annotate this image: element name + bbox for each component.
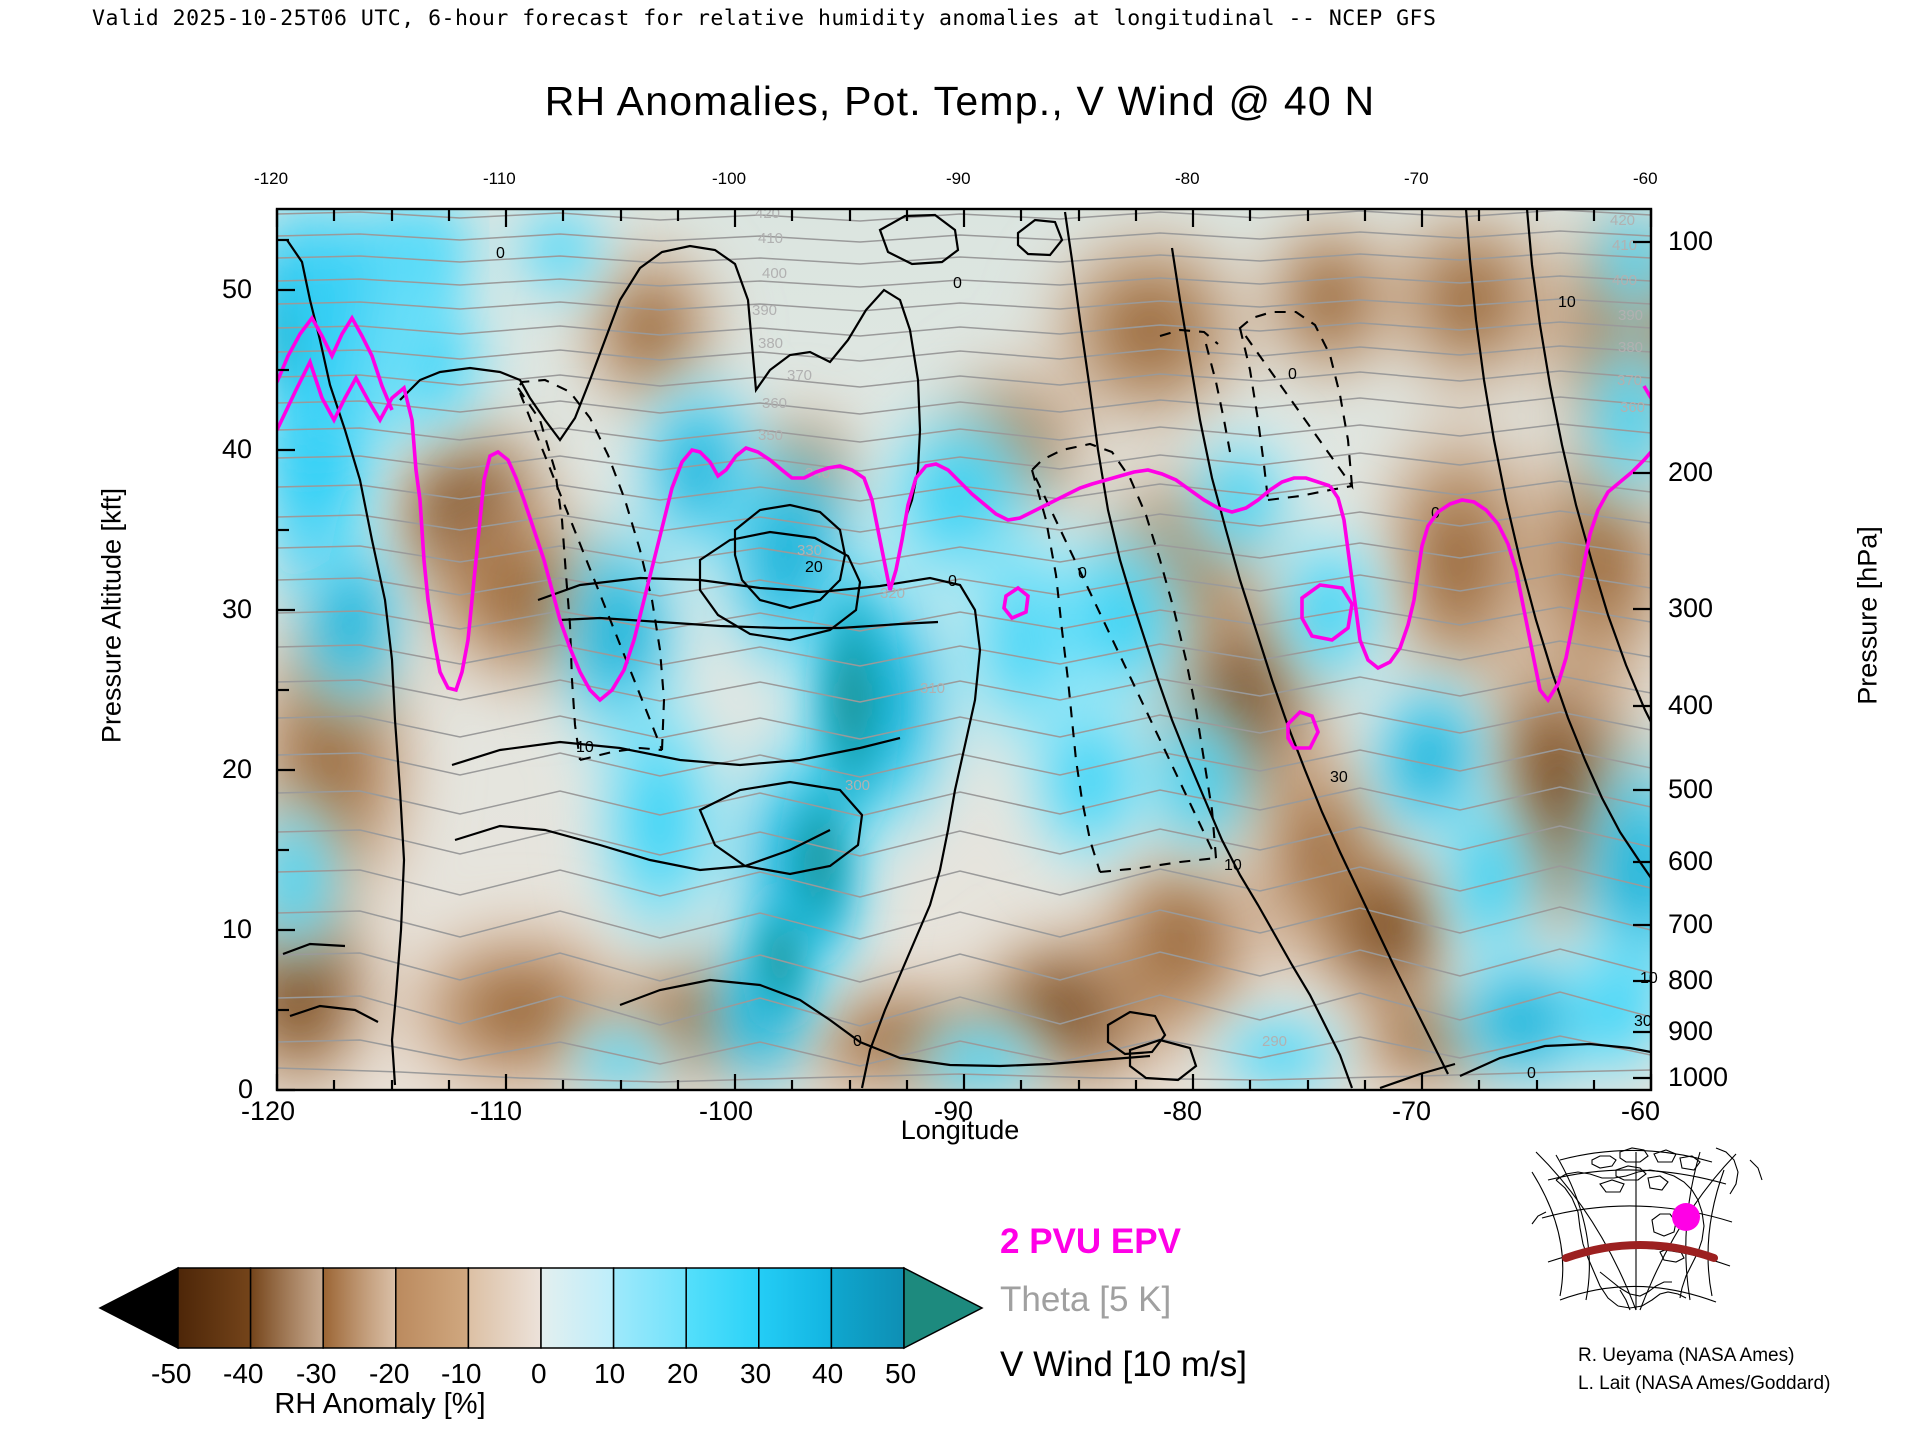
svg-text:0: 0 — [1288, 366, 1297, 383]
credit-line-2: L. Lait (NASA Ames/Goddard) — [1578, 1373, 1831, 1394]
v-wind-negative-contours — [516, 310, 1354, 874]
y-tick-label-right: 400 — [1668, 690, 1714, 720]
y-tick-label-right: 100 — [1668, 226, 1714, 256]
y-axis-ticks-left — [277, 238, 295, 1092]
svg-text:420: 420 — [755, 205, 780, 222]
svg-text:10: 10 — [1224, 857, 1242, 874]
y-tick-label-left: 50 — [222, 274, 253, 304]
credit-line-1: R. Ueyama (NASA Ames) — [1578, 1345, 1795, 1366]
svg-text:410: 410 — [758, 230, 783, 247]
legend-v-wind: V Wind [10 m/s] — [1000, 1345, 1248, 1384]
svg-text:360: 360 — [762, 395, 787, 412]
y-tick-label-right: 200 — [1668, 457, 1714, 487]
y-axis-label-left: Pressure Altitude [kft] — [96, 487, 127, 744]
colorbar-tick-label: 10 — [594, 1358, 626, 1389]
y-tick-label-right: 600 — [1668, 846, 1714, 876]
x-tick-label-top: -110 — [483, 169, 516, 188]
colorbar-tick-label: -50 — [151, 1358, 192, 1389]
y-tick-label-left: 10 — [222, 914, 253, 944]
colorbar-tick-label: 40 — [812, 1358, 844, 1389]
svg-text:290: 290 — [1262, 1033, 1287, 1050]
y-tick-label-left: 20 — [222, 754, 253, 784]
y-tick-label-right: 900 — [1668, 1016, 1714, 1046]
svg-text:330: 330 — [797, 542, 822, 559]
epv-2pvu-line — [277, 314, 1651, 750]
svg-text:380: 380 — [1618, 339, 1643, 356]
colorbar-tick-label: 30 — [740, 1358, 772, 1389]
svg-text:30: 30 — [1634, 1013, 1652, 1030]
y-tick-label-left: 40 — [222, 434, 253, 464]
svg-text:390: 390 — [1618, 307, 1643, 324]
y-axis-label-right: Pressure [hPa] — [1852, 526, 1883, 705]
y-tick-label-right: 1000 — [1668, 1062, 1729, 1092]
svg-text:370: 370 — [787, 367, 812, 384]
svg-text:0: 0 — [853, 1033, 862, 1050]
y-tick-label-right: 800 — [1668, 965, 1714, 995]
v-wind-contour-labels: 0 0 0 0 0 0 0 10 10 10 10 30 30 20 0 — [496, 245, 1658, 1082]
colorbar-tick-label: -10 — [441, 1358, 482, 1389]
colorbar-tick-label: -20 — [369, 1358, 410, 1389]
svg-text:10: 10 — [1640, 970, 1658, 987]
x-axis-ticks-bottom — [275, 1074, 1653, 1090]
svg-text:0: 0 — [953, 275, 962, 292]
x-tick-label-top: -100 — [712, 169, 747, 188]
x-tick-label-top: -80 — [1175, 169, 1200, 188]
x-tick-label-bottom: -120 — [241, 1096, 296, 1126]
svg-text:400: 400 — [762, 265, 787, 282]
y-axis-ticks-right — [1633, 240, 1651, 1080]
y-tick-label-right: 500 — [1668, 774, 1714, 804]
legend-theta: Theta [5 K] — [1000, 1280, 1172, 1319]
svg-text:370: 370 — [1617, 372, 1642, 389]
x-axis-label: Longitude — [900, 1115, 1020, 1145]
colorbar-caption: RH Anomaly [%] — [274, 1388, 486, 1420]
x-axis-ticks-top — [275, 209, 1653, 227]
x-tick-label-top: -70 — [1404, 169, 1429, 188]
valid-time-header: Valid 2025-10-25T06 UTC, 6-hour forecast… — [92, 6, 1437, 31]
y-tick-label-left: 0 — [238, 1074, 254, 1104]
svg-text:400: 400 — [1612, 272, 1637, 289]
x-tick-label-bottom: -70 — [1392, 1096, 1432, 1126]
svg-text:360: 360 — [1620, 399, 1645, 416]
colorbar-tick-label: -30 — [296, 1358, 337, 1389]
svg-text:410: 410 — [1612, 237, 1637, 254]
colorbar-tick-label: -40 — [223, 1358, 264, 1389]
x-tick-label-top: -90 — [946, 169, 971, 188]
theta-contours — [277, 209, 1651, 1083]
x-tick-label-bottom: -60 — [1621, 1096, 1661, 1126]
y-tick-label-left: 30 — [222, 594, 253, 624]
svg-text:0: 0 — [1078, 565, 1087, 582]
svg-text:20: 20 — [805, 559, 823, 576]
svg-text:300: 300 — [845, 777, 870, 794]
svg-text:0: 0 — [1527, 1065, 1536, 1082]
x-tick-label-bottom: -110 — [470, 1096, 523, 1126]
x-tick-label-bottom: -90 — [934, 1096, 974, 1126]
page-title: RH Anomalies, Pot. Temp., V Wind @ 40 N — [544, 78, 1376, 124]
colorbar-tick-label: 50 — [885, 1358, 917, 1389]
svg-text:0: 0 — [496, 245, 505, 262]
colorbar-tick-label: 0 — [531, 1358, 547, 1389]
legend-epv-2pvu: 2 PVU EPV — [1000, 1222, 1181, 1261]
svg-text:10: 10 — [576, 739, 594, 756]
y-tick-label-right: 700 — [1668, 909, 1714, 939]
svg-text:30: 30 — [1330, 769, 1348, 786]
svg-text:420: 420 — [1610, 212, 1635, 229]
colorbar — [98, 1266, 984, 1350]
svg-text:310: 310 — [920, 680, 945, 697]
svg-text:350: 350 — [758, 427, 783, 444]
svg-text:320: 320 — [880, 585, 905, 602]
svg-text:0: 0 — [948, 573, 957, 590]
svg-text:10: 10 — [1558, 294, 1576, 311]
inset-location-map — [1531, 1147, 1763, 1311]
x-tick-label-bottom: -100 — [699, 1096, 754, 1126]
y-tick-label-right: 300 — [1668, 593, 1714, 623]
x-tick-label-top: -60 — [1633, 169, 1658, 188]
colorbar-tick-label: 20 — [667, 1358, 699, 1389]
x-tick-label-top: -120 — [254, 169, 289, 188]
svg-text:390: 390 — [752, 302, 777, 319]
x-tick-label-bottom: -80 — [1163, 1096, 1203, 1126]
svg-text:380: 380 — [758, 335, 783, 352]
